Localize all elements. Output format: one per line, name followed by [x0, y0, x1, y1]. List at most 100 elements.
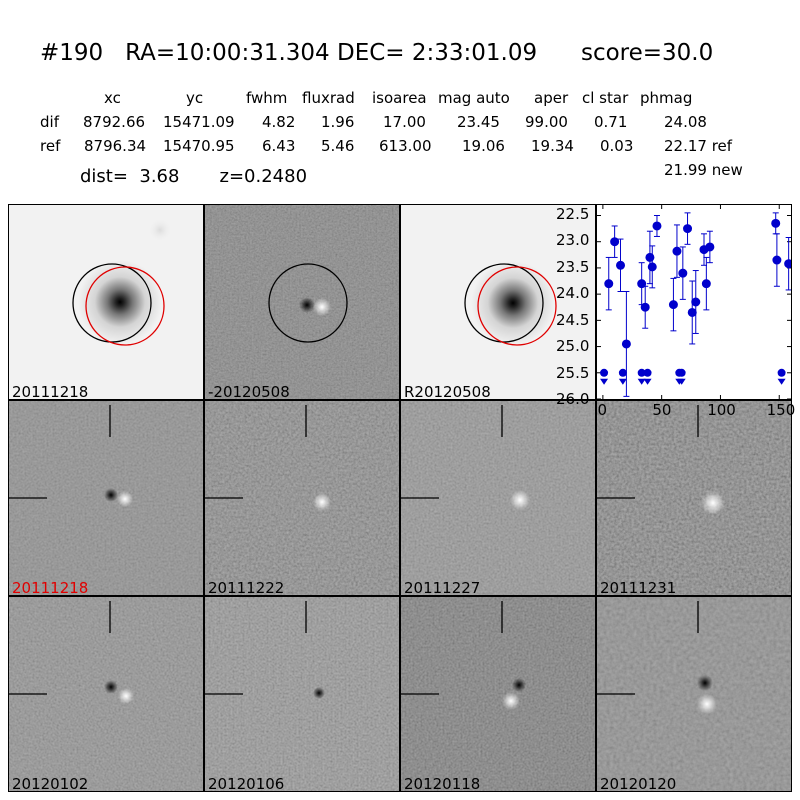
- dif-fwhm: 4.82: [262, 113, 296, 131]
- panel-date-label: 20111231: [600, 579, 677, 596]
- y-tick-label: 22.5: [556, 204, 590, 223]
- panel-date-label: 20120102: [12, 775, 89, 792]
- upper-limit-arrow: [637, 378, 646, 385]
- col-header-yc: yc: [186, 89, 204, 107]
- upper-limit-arrow: [600, 378, 609, 385]
- stamp-panel[interactable]: 20111222: [204, 400, 400, 596]
- data-point: [647, 262, 657, 272]
- stamp-panel[interactable]: 20120106: [204, 596, 400, 792]
- upper-limit-point: [637, 368, 646, 377]
- light-curve-plot[interactable]: 22.523.023.524.024.525.025.526.0: [557, 204, 794, 401]
- x-tick-label: 50: [652, 401, 672, 419]
- distance-redshift: dist= 3.68 z=0.2480: [80, 166, 308, 187]
- stamp-panel[interactable]: 20120120: [596, 596, 792, 792]
- col-header-xc: xc: [104, 89, 121, 107]
- data-point: [640, 302, 650, 312]
- stamp-image: [9, 597, 203, 791]
- stamp-image: [401, 401, 595, 595]
- panel-date-label: 20111218: [12, 383, 89, 400]
- row-label-dif: dif: [40, 113, 59, 131]
- light-curve-svg: 22.523.023.524.024.525.025.526.0: [557, 205, 794, 401]
- stamp-image: [205, 597, 399, 791]
- ref-yc: 15470.95: [163, 137, 235, 155]
- ref-phmag: 22.17 ref: [664, 137, 733, 155]
- y-tick-label: 24.0: [556, 284, 590, 303]
- dif-yc: 15471.09: [163, 113, 235, 131]
- upper-limit-arrow: [618, 378, 627, 385]
- panel-date-label: R20120508: [404, 383, 491, 400]
- stamp-panel[interactable]: 20111231: [596, 400, 792, 596]
- ref-xc: 8796.34: [84, 137, 147, 155]
- new-reference-galaxy-image: [401, 205, 595, 399]
- reference-galaxy-image: [9, 205, 203, 399]
- col-header-phmag: phmag: [640, 89, 693, 107]
- upper-limit-arrow: [777, 378, 786, 385]
- data-point: [691, 297, 701, 307]
- stamp-image: [597, 401, 791, 595]
- col-header-cl-star: cl star: [582, 89, 629, 107]
- ref-fluxrad: 5.46: [321, 137, 355, 155]
- data-point: [652, 221, 662, 231]
- dif-phmag: 24.08: [664, 113, 707, 131]
- data-point: [678, 268, 688, 278]
- difference-image-panel[interactable]: -20120508: [204, 204, 400, 400]
- new-reference-image-panel[interactable]: R20120508: [400, 204, 596, 400]
- panel-date-label: 20120120: [600, 775, 677, 792]
- col-header-fwhm: fwhm: [246, 89, 288, 107]
- data-point: [621, 339, 631, 349]
- upper-limit-point: [618, 368, 627, 377]
- y-tick-label: 26.0: [556, 390, 590, 408]
- col-header-isoarea: isoarea: [372, 89, 427, 107]
- data-point: [637, 279, 647, 289]
- stamp-panel[interactable]: 20111218: [8, 400, 204, 596]
- upper-limit-point: [777, 368, 786, 377]
- dif-mag-auto: 23.45: [457, 113, 500, 131]
- ref-isoarea: 613.00: [379, 137, 432, 155]
- x-tick-label: 150: [766, 401, 796, 419]
- upper-limit-point: [677, 368, 686, 377]
- stamp-panel[interactable]: 20120118: [400, 596, 596, 792]
- data-point: [672, 246, 682, 256]
- dif-aper: 99.00: [525, 113, 568, 131]
- data-point: [668, 300, 678, 310]
- y-tick-label: 23.5: [556, 257, 590, 276]
- stamp-image: [9, 401, 203, 595]
- panel-date-label: -20120508: [208, 383, 290, 400]
- col-header-fluxrad: fluxrad: [302, 89, 355, 107]
- panel-date-label: 20111222: [208, 579, 285, 596]
- ref-fwhm: 6.43: [262, 137, 296, 155]
- upper-limit-arrow: [677, 378, 686, 385]
- ref-aper: 19.34: [531, 137, 574, 155]
- reference-image-panel[interactable]: 20111218: [8, 204, 204, 400]
- y-tick-label: 24.5: [556, 310, 590, 329]
- ref-mag-auto: 19.06: [462, 137, 505, 155]
- stamp-panel[interactable]: 20120102: [8, 596, 204, 792]
- data-point: [784, 259, 794, 269]
- stamp-image: [205, 401, 399, 595]
- candidate-title: #190 RA=10:00:31.304 DEC= 2:33:01.09 sco…: [40, 40, 714, 66]
- panel-date-label: 20120118: [404, 775, 481, 792]
- upper-limit-arrow: [643, 378, 652, 385]
- dif-fluxrad: 1.96: [321, 113, 355, 131]
- stamp-image: [597, 597, 791, 791]
- panel-date-label: 20111227: [404, 579, 481, 596]
- stamp-panel[interactable]: 20111227: [400, 400, 596, 596]
- new-magnitude: 21.99 new: [664, 161, 743, 179]
- data-point: [610, 237, 620, 247]
- upper-limit-point: [643, 368, 652, 377]
- panel-date-label: 20111218: [12, 579, 89, 596]
- data-point: [604, 279, 614, 289]
- row-label-ref: ref: [40, 137, 61, 155]
- difference-dipole-image: [205, 205, 399, 399]
- ref-cl-star: 0.03: [600, 137, 634, 155]
- data-point: [772, 255, 782, 265]
- dif-cl-star: 0.71: [594, 113, 628, 131]
- x-tick-label: 100: [707, 401, 736, 419]
- col-header-mag-auto: mag auto: [438, 89, 510, 107]
- data-point: [705, 242, 715, 252]
- data-point: [771, 218, 781, 228]
- y-tick-label: 23.0: [556, 231, 590, 250]
- y-tick-label: 25.0: [556, 337, 590, 356]
- x-tick-label: 0: [597, 401, 607, 419]
- stamp-image: [401, 597, 595, 791]
